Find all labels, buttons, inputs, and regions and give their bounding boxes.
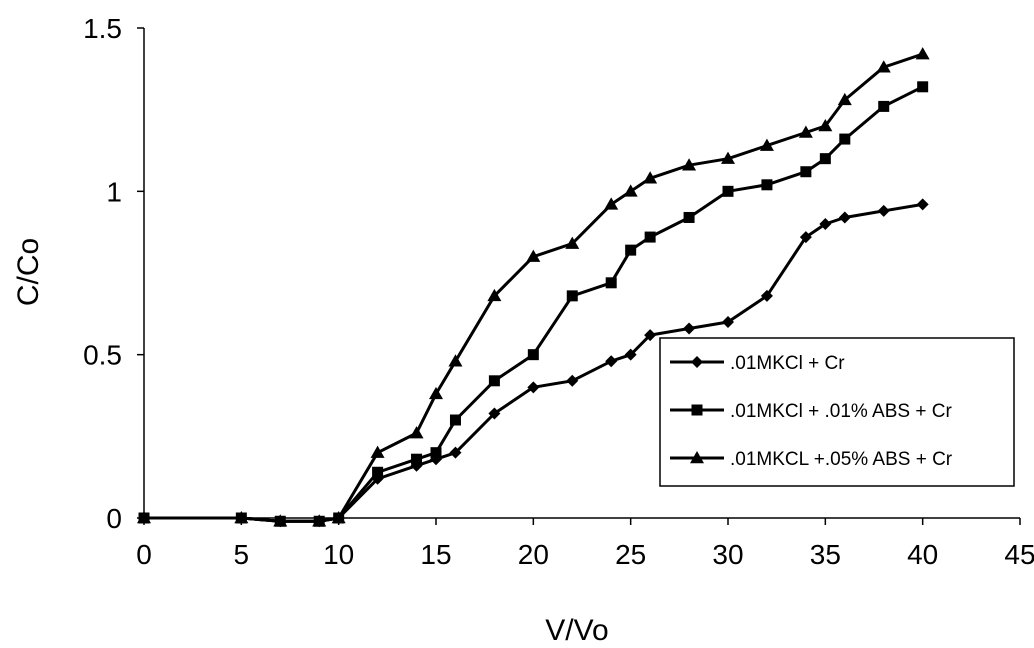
x-axis-title: V/Vo (545, 614, 608, 647)
data-point-diamond (624, 348, 637, 361)
data-point-diamond (488, 407, 501, 420)
legend: .01MKCl + Cr .01MKCl + .01% ABS + Cr .01MK… (659, 337, 1015, 487)
data-point-triangle (876, 60, 891, 73)
x-tick-labels: 0 5 10 15 20 25 30 35 40 45 (136, 539, 1034, 570)
legend-entry-label: .01MKCl + Cr (730, 353, 845, 374)
data-point-diamond (799, 231, 812, 244)
legend-entry-label: .01MKCl + .01% ABS + Cr (730, 401, 952, 422)
data-point-triangle (409, 426, 424, 439)
y-tick-label: 1 (106, 176, 122, 207)
data-point-triangle (604, 197, 619, 210)
data-point-square (878, 100, 890, 112)
data-point-triangle (798, 125, 813, 138)
data-point-triangle (448, 354, 463, 367)
y-tick-labels: 0 0.5 1 1.5 (83, 13, 122, 534)
data-point-triangle (623, 184, 638, 197)
data-point-diamond (722, 316, 734, 328)
x-tick-label: 45 (1004, 539, 1034, 570)
data-point-triangle (429, 386, 443, 400)
data-point-triangle (487, 288, 502, 302)
data-point-square (488, 375, 500, 387)
data-point-square (683, 211, 695, 223)
data-point-triangle (137, 511, 151, 524)
x-tick-label: 15 (420, 539, 451, 570)
data-point-square (761, 179, 773, 191)
data-point-square (372, 466, 384, 478)
data-point-triangle (273, 514, 288, 527)
data-point-triangle (312, 514, 327, 527)
data-point-triangle (690, 451, 704, 464)
data-point-square (625, 244, 637, 256)
x-tick-label: 10 (323, 539, 354, 570)
data-point-diamond (819, 218, 832, 230)
data-point-triangle (915, 47, 930, 60)
data-point-square (800, 166, 812, 178)
x-tick-label: 30 (712, 539, 743, 570)
data-point-diamond (527, 381, 540, 394)
data-point-triangle (526, 249, 541, 262)
data-point-diamond (605, 355, 618, 368)
data-point-triangle (234, 511, 249, 524)
data-point-square (839, 133, 851, 145)
data-point-square (722, 185, 734, 197)
data-point-square (527, 349, 539, 361)
data-point-diamond (916, 198, 929, 211)
data-point-square (430, 447, 442, 459)
data-point-diamond (760, 289, 773, 302)
data-point-square (449, 414, 461, 426)
data-point-diamond (644, 329, 657, 342)
data-point-diamond (877, 204, 890, 217)
data-point-triangle (565, 236, 580, 249)
legend-entry-label: .01MKCL +.05% ABS + Cr (730, 449, 953, 470)
data-point-triangle (721, 151, 735, 164)
data-point-triangle (818, 119, 833, 132)
y-tick-label: 1.5 (83, 13, 122, 44)
data-point-triangle (837, 92, 852, 106)
series-triangle (137, 47, 930, 527)
data-point-square (691, 404, 703, 416)
x-tick-label: 20 (518, 539, 549, 570)
data-point-diamond (691, 356, 703, 368)
x-tick-label: 25 (615, 539, 646, 570)
data-point-square (411, 453, 423, 465)
y-axis-title: C/Co (12, 238, 45, 306)
series-layer (137, 47, 930, 528)
x-tick-label: 5 (234, 539, 250, 570)
x-tick-label: 0 (136, 539, 152, 570)
data-point-square (644, 231, 656, 243)
y-tick-label: 0 (106, 503, 122, 534)
data-point-square (605, 277, 617, 289)
data-point-square (819, 153, 831, 165)
y-tick-label: 0.5 (83, 340, 122, 371)
data-point-triangle (331, 511, 346, 524)
data-point-diamond (449, 446, 462, 459)
data-point-triangle (643, 171, 658, 184)
data-point-square (917, 81, 929, 93)
data-point-square (566, 290, 578, 302)
data-point-triangle (759, 138, 774, 151)
data-point-triangle (682, 158, 697, 171)
data-point-diamond (838, 211, 851, 224)
data-point-triangle (370, 445, 385, 458)
data-point-diamond (683, 322, 696, 335)
x-tick-label: 35 (810, 539, 841, 570)
data-point-diamond (566, 374, 579, 387)
x-tick-label: 40 (907, 539, 938, 570)
